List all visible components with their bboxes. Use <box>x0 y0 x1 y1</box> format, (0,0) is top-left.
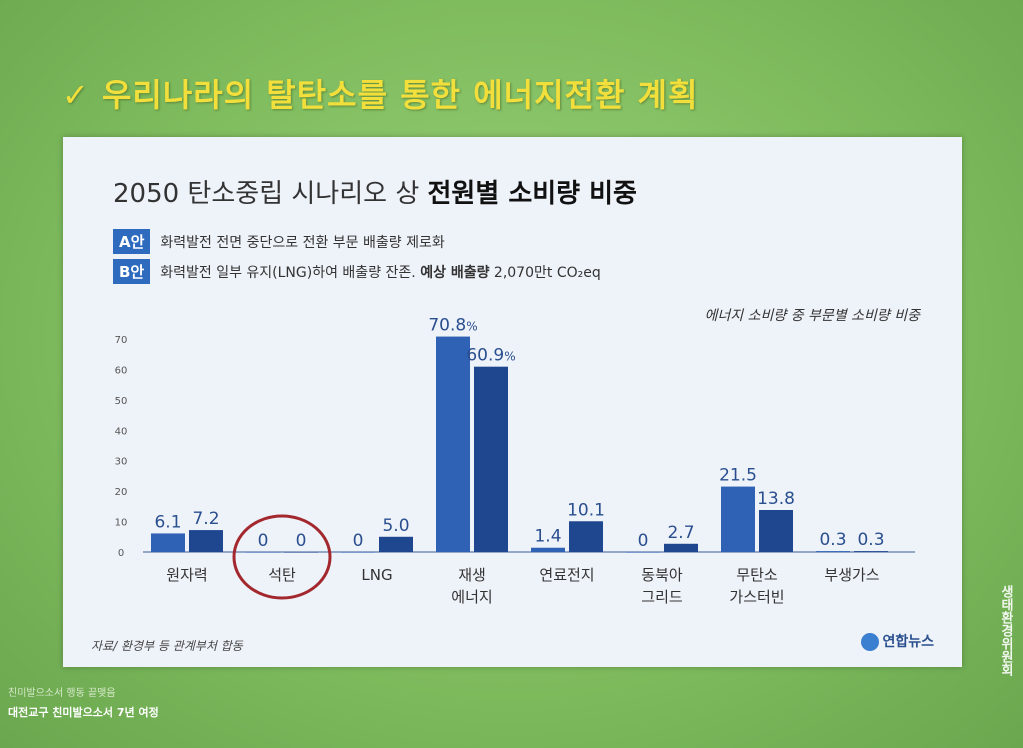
data-label: 0 <box>296 531 307 551</box>
logo-text: 연합뉴스 <box>882 634 934 650</box>
category-label: 재생 <box>458 566 486 584</box>
bar-series-2 <box>569 521 603 552</box>
bar-series-2 <box>474 366 508 552</box>
legend-b-text-tail: 2,070만t CO₂eq <box>489 265 601 281</box>
legend-b-text: 화력발전 일부 유지(LNG)하여 배출량 잔존. <box>160 265 421 281</box>
chart-panel: 2050 탄소중립 시나리오 상 전원별 소비량 비중 A안 화력발전 전면 중단… <box>63 137 962 667</box>
bar-series-1 <box>626 552 660 553</box>
category-label: 가스터빈 <box>729 588 784 606</box>
bar-series-1 <box>151 533 185 552</box>
category-label: 동북아 <box>641 566 683 584</box>
category-label: LNG <box>361 566 392 584</box>
caption-small: 친미발으소서 행동 끝맺음 <box>8 688 116 699</box>
data-label: 2.7 <box>667 523 694 543</box>
chart-title-regular: 2050 탄소중립 시나리오 상 <box>113 179 428 209</box>
source-note: 자료/ 환경부 등 관계부처 합동 <box>91 639 243 653</box>
data-label: 5.0 <box>382 516 409 536</box>
legend-b: B안 화력발전 일부 유지(LNG)하여 배출량 잔존. 예상 배출량 2,070… <box>113 259 601 284</box>
side-text: 생태환경위원회 <box>998 585 1013 676</box>
bar-series-2 <box>284 552 318 553</box>
bar-series-1 <box>531 547 565 552</box>
y-tick-label: 70 <box>115 335 128 346</box>
bar-series-2 <box>189 530 223 552</box>
bar-series-1 <box>436 336 470 552</box>
bar-series-1 <box>721 486 755 552</box>
data-label: 21.5 <box>719 466 757 486</box>
legend-a-text: 화력발전 전면 중단으로 전환 부문 배출량 제로화 <box>160 235 445 251</box>
bar-series-2 <box>854 551 888 552</box>
y-tick-label: 0 <box>118 548 124 559</box>
category-label: 부생가스 <box>824 566 879 584</box>
y-tick-label: 40 <box>115 426 128 437</box>
y-tick-label: 30 <box>115 457 128 468</box>
yonhap-logo: 연합뉴스 <box>861 631 934 651</box>
bar-series-1 <box>816 551 850 552</box>
category-label: 연료전지 <box>539 566 594 584</box>
legend-b-badge: B안 <box>113 259 151 284</box>
data-label: 0 <box>353 531 364 551</box>
bar-series-2 <box>759 510 793 552</box>
y-tick-label: 20 <box>115 487 128 498</box>
data-label: 6.1 <box>154 512 181 532</box>
chart-subtitle: 에너지 소비량 중 부문별 소비량 비중 <box>704 308 920 324</box>
category-label: 그리드 <box>641 588 683 606</box>
data-label: 0 <box>258 531 269 551</box>
category-label: 무탄소 <box>736 566 778 584</box>
caption-main: 대전교구 친미발으소서 7년 여정 <box>8 706 159 719</box>
y-tick-label: 50 <box>115 396 128 407</box>
data-label: 10.1 <box>567 500 605 520</box>
legend-a-badge: A안 <box>113 229 151 254</box>
bar-series-2 <box>379 536 413 552</box>
data-label: 0 <box>638 531 649 551</box>
data-label: 60.9% <box>466 346 515 366</box>
data-label: 0.3 <box>857 530 884 550</box>
y-tick-label: 10 <box>115 518 128 529</box>
bar-series-1 <box>246 552 280 553</box>
bar-series-1 <box>341 552 375 553</box>
highlight-circle <box>232 514 332 600</box>
legend-a: A안 화력발전 전면 중단으로 전환 부문 배출량 제로화 <box>113 229 445 254</box>
data-label: 1.4 <box>534 527 561 547</box>
chart-title: 2050 탄소중립 시나리오 상 전원별 소비량 비중 <box>113 173 637 210</box>
y-tick-label: 60 <box>115 365 128 376</box>
data-label: 13.8 <box>757 489 795 509</box>
bar-series-2 <box>664 543 698 552</box>
legend-b-text-bold: 예상 배출량 <box>420 265 490 281</box>
data-label: 70.8% <box>428 316 477 336</box>
category-label: 석탄 <box>268 566 296 584</box>
slide-title: ✓ 우리나라의 탈탄소를 통한 에너지전환 계획 <box>62 76 699 114</box>
chart-title-bold: 전원별 소비량 비중 <box>427 179 637 209</box>
category-label: 에너지 <box>451 588 492 606</box>
data-label: 7.2 <box>192 509 219 529</box>
logo-mark-icon <box>861 633 880 651</box>
data-label: 0.3 <box>819 530 846 550</box>
category-label: 원자력 <box>166 566 207 584</box>
